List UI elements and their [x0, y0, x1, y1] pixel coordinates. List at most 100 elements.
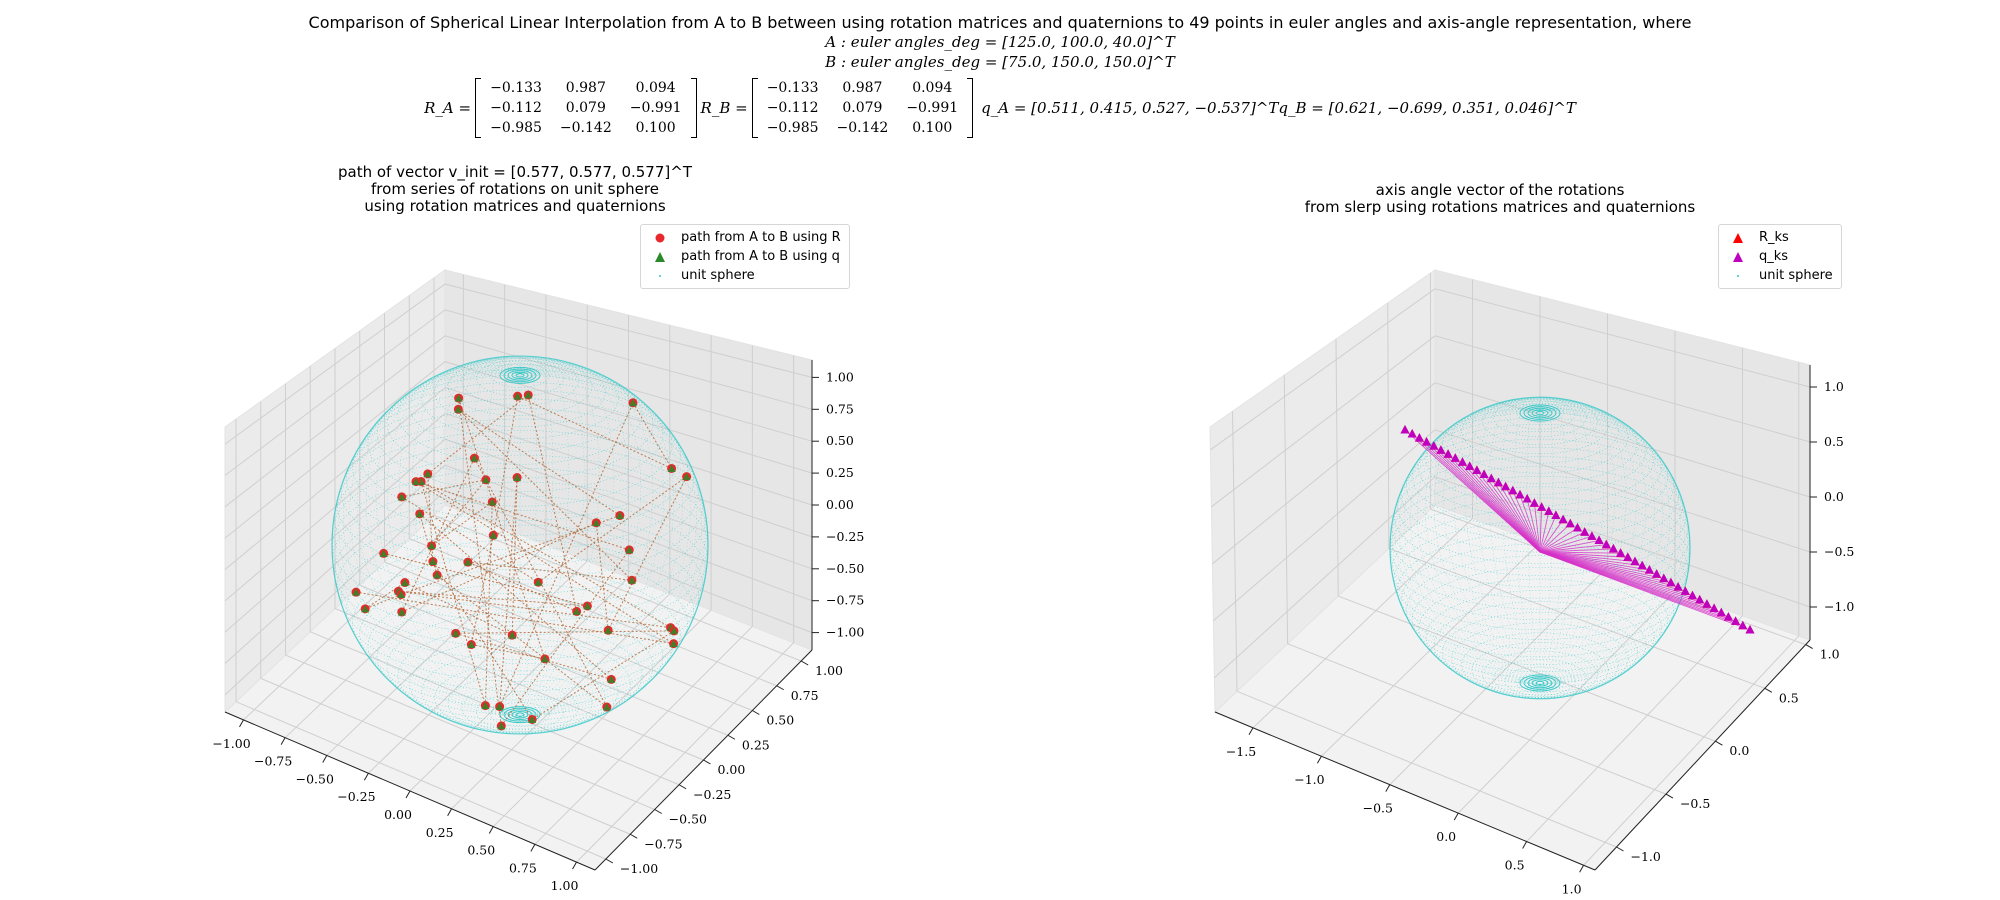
q-path-point [415, 509, 424, 518]
q-path-point [607, 675, 616, 683]
right-y-tick-label: −0.5 [1680, 796, 1710, 811]
q-path-point [583, 602, 592, 610]
right-x-tick-label: 1.0 [1562, 881, 1582, 896]
left-legend: path from A to B using R path from A to … [640, 224, 850, 289]
q-path-point [669, 639, 678, 648]
right-legend: R_ks q_ks unit sphere [1718, 224, 1842, 289]
q-path-point [397, 590, 406, 598]
q-ks-point [1616, 548, 1626, 557]
q-ks-point [1414, 433, 1424, 442]
left-unit-sphere [331, 355, 709, 735]
q-ks-point [1450, 453, 1460, 462]
q-path-point [592, 518, 601, 527]
left-y-tick-label: 0.25 [742, 737, 770, 752]
q-ks-point [1702, 599, 1712, 608]
left-x-tick-label: −0.50 [296, 771, 334, 786]
left-x-axis-line [224, 711, 596, 871]
q-path-point [379, 549, 388, 557]
right-y-axis-line [1594, 639, 1811, 871]
q-ks-point [1458, 457, 1467, 466]
right-x-axis-line [1214, 711, 1596, 871]
q-ks-point [1436, 445, 1446, 454]
q-path-point [481, 475, 490, 484]
q-path-point [627, 576, 636, 584]
left-x-tick-label: 0.50 [467, 843, 495, 858]
q-path-point [423, 469, 432, 478]
q-ks-point [1587, 531, 1597, 540]
q-ks-point [1493, 477, 1503, 487]
qa-text: q_A = [0.511, 0.415, 0.527, −0.537]^T [981, 99, 1279, 117]
q-path-point [495, 702, 504, 710]
right-axes: −1.5 −1.0 −0.5 0.0 0.5 1.0 −1.0 −0.5 0.0 0.5 1.0 −1… [1209, 269, 1854, 896]
left-title-line-1: path of vector v_init = [0.577, 0.577, 0… [338, 163, 692, 181]
left-y-tick-label: 0.00 [718, 762, 746, 777]
q-ks-point [1659, 573, 1669, 583]
right-title-line-2: from slerp using rotations matrices and … [1304, 198, 1696, 216]
q-path-point [615, 511, 624, 519]
right-z-tick-label: 0.5 [1824, 434, 1844, 449]
green-triangle-marker-icon [647, 251, 673, 263]
q-path-point [454, 394, 463, 402]
q-ks-point [1573, 523, 1582, 532]
euler-a-line: A : euler angles_deg = [125.0, 100.0, 40… [825, 33, 1175, 51]
left-y-tick-label: 0.75 [791, 688, 819, 703]
left-z-tick-label: 0.75 [826, 401, 854, 416]
q-ks-point [1594, 535, 1604, 544]
left-z-tick-label: −0.75 [826, 593, 864, 608]
rb-label: R_B = [700, 99, 748, 117]
q-ks-point [1544, 506, 1554, 515]
q-path-point [428, 557, 437, 565]
left-x-tick-label: 0.75 [509, 860, 537, 875]
left-unit-sphere-outline [331, 355, 709, 735]
left-title-line-3: using rotation matrices and quaternions [364, 197, 666, 215]
q-ks-point [1486, 473, 1496, 483]
right-unit-sphere-outline [1389, 396, 1691, 700]
q-path-point [528, 715, 537, 723]
right-title-line-1: axis angle vector of the rotations [1375, 181, 1625, 199]
q-path-point [602, 703, 611, 711]
q-ks-point [1565, 518, 1575, 528]
q-ks-point [1522, 494, 1532, 503]
legend-item-unit-sphere: unit sphere [647, 266, 841, 285]
q-ks-point [1472, 465, 1482, 474]
q-ks-point [1695, 594, 1705, 604]
q-ks-point [1508, 485, 1518, 495]
q-path-point [508, 631, 517, 639]
qb-text: q_B = [0.621, −0.699, 0.351, 0.046]^T [1278, 99, 1576, 117]
q-ks-point [1407, 429, 1417, 438]
q-ks-point [1623, 552, 1633, 561]
q-ks-point [1608, 543, 1618, 553]
q-ks-point [1745, 625, 1755, 634]
q-ks-point [1501, 481, 1511, 491]
q-ks-point [1630, 556, 1640, 566]
q-ks-point [1465, 461, 1475, 470]
right-x-tick-label: 0.0 [1436, 829, 1456, 844]
q-path-point [361, 604, 370, 613]
cyan-dot-marker-icon [1725, 273, 1751, 279]
q-ks-point [1637, 560, 1647, 570]
q-ks-point [1580, 527, 1590, 536]
right-y-tick-label: 1.0 [1820, 647, 1840, 662]
q-ks-point [1443, 449, 1453, 458]
left-plot-title: path of vector v_init = [0.577, 0.577, 0… [305, 164, 725, 215]
q-path-point [412, 477, 420, 486]
red-triangle-marker-icon [1725, 232, 1751, 244]
q-path-point [400, 578, 409, 587]
euler-b-line: B : euler angles_deg = [75.0, 150.0, 150… [825, 53, 1175, 71]
right-axis-angle-vectors [1400, 425, 1755, 634]
q-path-point [625, 545, 634, 554]
q-ks-point [1738, 620, 1748, 630]
legend-item-r-ks: R_ks [1725, 228, 1833, 247]
q-ks-point [1652, 569, 1662, 578]
left-y-tick-label: −1.00 [620, 861, 658, 876]
right-x-tick-label: 0.5 [1505, 858, 1525, 873]
legend-item-q-path: path from A to B using q [647, 247, 841, 266]
right-y-tick-label: 0.5 [1779, 690, 1799, 705]
ra-label: R_A = [424, 99, 472, 117]
q-path-point [433, 571, 442, 579]
q-path-point [667, 464, 676, 472]
right-x-tick-label: −0.5 [1363, 801, 1393, 816]
q-path-point [352, 588, 361, 596]
left-z-tick-label: −0.50 [826, 561, 864, 576]
